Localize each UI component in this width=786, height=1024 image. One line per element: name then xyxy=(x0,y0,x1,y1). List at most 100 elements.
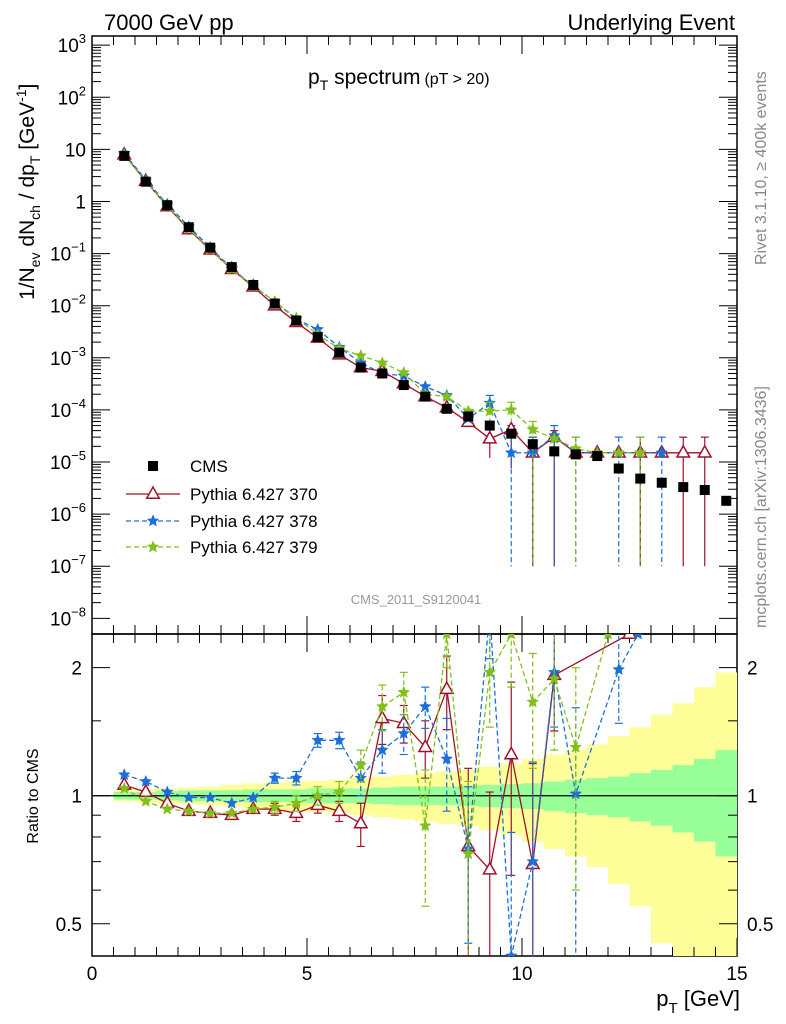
marker-pythia-6-427-379 xyxy=(397,685,411,698)
ratio-y-tick-label: 0.5 xyxy=(56,915,82,936)
y-tick-label: 10−3 xyxy=(50,344,86,370)
marker-pythia-6-427-378 xyxy=(160,785,174,798)
marker-cms xyxy=(377,368,388,379)
marker-pythia-6-427-379 xyxy=(397,365,411,378)
legend: CMS Pythia 6.427 370 Pythia 6.427 378 Pythi… xyxy=(126,457,318,557)
legend-item: Pythia 6.427 379 xyxy=(126,538,318,557)
uncertainty-band-green xyxy=(694,758,716,842)
marker-cms xyxy=(148,461,158,471)
marker-pythia-6-427-378 xyxy=(146,514,160,527)
marker-pythia-6-427-379 xyxy=(526,695,540,708)
marker-pythia-6-427-379 xyxy=(483,665,497,678)
series-line xyxy=(123,152,662,454)
marker-pythia-6-427-378 xyxy=(332,733,346,746)
marker-pythia-6-427-379 xyxy=(225,806,239,819)
marker-pythia-6-427-370 xyxy=(417,738,433,753)
marker-cms xyxy=(312,332,323,343)
marker-pythia-6-427-378 xyxy=(311,733,325,746)
marker-pythia-6-427-370 xyxy=(145,485,161,499)
marker-pythia-6-427-370 xyxy=(697,444,713,458)
y-tick-label: 102 xyxy=(58,83,86,109)
marker-pythia-6-427-378 xyxy=(182,790,196,803)
marker-pythia-6-427-378 xyxy=(655,446,669,459)
uncertainty-band-yellow xyxy=(651,714,673,944)
marker-pythia-6-427-379 xyxy=(332,785,346,798)
marker-pythia-6-427-378 xyxy=(440,752,454,765)
marker-pythia-6-427-379 xyxy=(354,758,368,771)
marker-cms xyxy=(183,222,194,233)
marker-cms xyxy=(570,449,581,460)
marker-pythia-6-427-379 xyxy=(246,802,260,815)
marker-pythia-6-427-379 xyxy=(507,634,516,640)
y-tick-label: 10−4 xyxy=(50,396,86,422)
marker-pythia-6-427-379 xyxy=(504,403,518,416)
energy-title: 7000 GeV pp xyxy=(104,10,234,35)
marker-pythia-6-427-378 xyxy=(139,774,153,787)
marker-pythia-6-427-379 xyxy=(418,819,432,832)
marker-cms xyxy=(355,362,366,373)
uncertainty-band-green xyxy=(608,776,630,818)
ratio-y-tick-label-right: 2 xyxy=(747,659,758,680)
marker-cms xyxy=(613,463,624,474)
marker-pythia-6-427-378 xyxy=(225,796,239,809)
marker-cms xyxy=(484,420,495,431)
marker-pythia-6-427-378 xyxy=(526,854,540,868)
x-tick-label: 15 xyxy=(726,964,747,985)
marker-pythia-6-427-379 xyxy=(354,348,368,362)
marker-cms xyxy=(398,380,409,391)
marker-cms xyxy=(334,347,345,358)
marker-cms xyxy=(656,477,667,488)
series-cms xyxy=(119,150,732,506)
marker-cms xyxy=(699,485,710,496)
marker-cms xyxy=(269,298,280,309)
plot-title: pT spectrum (pT > 20) xyxy=(308,66,490,93)
y-tick-label: 10−6 xyxy=(50,500,86,526)
marker-pythia-6-427-379 xyxy=(117,781,131,794)
legend-label: CMS xyxy=(190,457,228,476)
marker-pythia-6-427-370 xyxy=(482,430,498,444)
marker-pythia-6-427-378 xyxy=(418,699,432,713)
uncertainty-band-green xyxy=(629,773,652,822)
marker-pythia-6-427-370 xyxy=(482,861,498,875)
ratio-y-axis-title: Ratio to CMS xyxy=(25,748,42,843)
marker-pythia-6-427-378 xyxy=(612,662,626,675)
legend-label: Pythia 6.427 370 xyxy=(190,485,318,504)
marker-pythia-6-427-370 xyxy=(439,680,455,695)
marker-pythia-6-427-379 xyxy=(461,847,475,860)
ratio-line xyxy=(124,634,639,956)
marker-pythia-6-427-370 xyxy=(621,634,638,639)
marker-cms xyxy=(140,176,151,187)
marker-pythia-6-427-370 xyxy=(503,745,519,760)
marker-pythia-6-427-378 xyxy=(289,771,303,784)
marker-cms xyxy=(441,403,452,414)
y-tick-label: 10−5 xyxy=(50,448,86,474)
marker-pythia-6-427-379 xyxy=(483,404,497,417)
series-line xyxy=(123,154,705,454)
marker-pythia-6-427-379 xyxy=(569,740,583,753)
marker-pythia-6-427-379 xyxy=(289,796,303,809)
marker-pythia-6-427-379 xyxy=(375,699,389,713)
marker-cms xyxy=(549,446,560,457)
marker-cms xyxy=(678,482,689,493)
marker-cms xyxy=(592,451,603,462)
marker-pythia-6-427-378 xyxy=(375,743,389,756)
marker-cms xyxy=(226,262,237,273)
uncertainty-band-green xyxy=(586,778,609,816)
legend-item: CMS xyxy=(148,457,228,476)
marker-pythia-6-427-379 xyxy=(160,802,174,815)
marker-pythia-6-427-379 xyxy=(442,634,451,640)
x-tick-label: 0 xyxy=(87,964,98,985)
marker-pythia-6-427-379 xyxy=(311,789,325,802)
marker-pythia-6-427-379 xyxy=(612,446,626,459)
marker-pythia-6-427-379 xyxy=(182,804,196,817)
marker-pythia-6-427-378 xyxy=(484,606,496,617)
marker-cms xyxy=(420,391,431,402)
marker-pythia-6-427-379 xyxy=(139,794,153,807)
series-line xyxy=(123,154,641,454)
marker-cms xyxy=(205,242,216,253)
marker-pythia-6-427-379 xyxy=(146,540,160,553)
uncertainty-band-green xyxy=(651,769,673,826)
x-tick-label: 10 xyxy=(511,964,532,985)
marker-pythia-6-427-379 xyxy=(203,806,217,819)
mcplots-label: mcplots.cern.ch [arXiv:1306.3436] xyxy=(753,386,770,628)
